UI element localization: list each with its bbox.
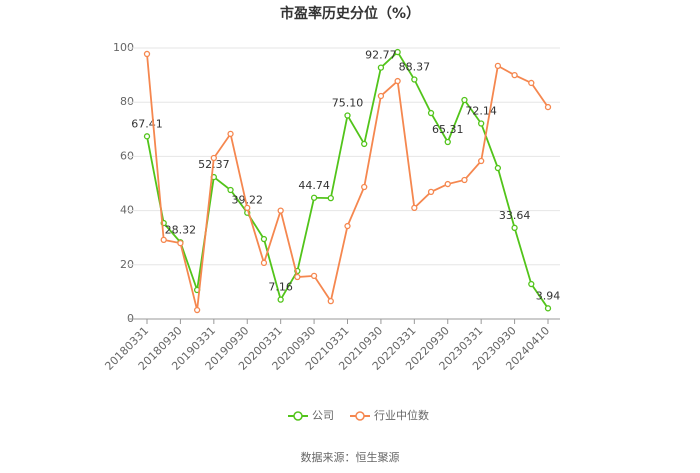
data-point <box>494 164 502 172</box>
data-point <box>193 306 201 314</box>
data-point <box>143 133 151 140</box>
data-point <box>327 194 334 202</box>
data-label: 44.74 <box>298 179 330 192</box>
y-tick-label: 80 <box>120 95 134 108</box>
source-note: 数据来源：恒生聚源 <box>301 450 400 464</box>
data-point <box>494 62 502 70</box>
data-label: 65.31 <box>432 123 464 136</box>
data-point <box>461 176 468 184</box>
data-point <box>361 140 368 148</box>
data-point <box>143 50 151 58</box>
data-label: 92.77 <box>365 49 397 62</box>
data-point <box>260 235 268 243</box>
series-line <box>146 53 549 311</box>
data-point <box>377 92 385 100</box>
data-point <box>377 64 385 71</box>
data-label: 7.16 <box>268 281 293 294</box>
legend-item: 公司 <box>288 409 334 422</box>
data-point <box>294 273 301 281</box>
legend-marker <box>355 411 365 421</box>
data-point <box>210 154 217 162</box>
data-point <box>227 186 234 194</box>
data-point <box>177 239 184 247</box>
data-point <box>244 204 251 212</box>
data-point <box>528 280 535 288</box>
legend-marker <box>293 411 303 421</box>
y-tick-label: 20 <box>120 258 134 271</box>
data-point <box>427 188 435 196</box>
data-label: 39.22 <box>232 194 264 207</box>
data-point <box>444 138 451 146</box>
data-point <box>310 194 318 201</box>
data-point <box>344 222 351 230</box>
data-label: 72.14 <box>465 105 497 118</box>
y-tick-label: 60 <box>120 149 134 162</box>
data-point <box>327 297 334 305</box>
data-point <box>361 183 368 191</box>
data-point <box>227 130 234 138</box>
data-point <box>260 259 268 267</box>
data-point <box>511 224 518 231</box>
legend-label: 行业中位数 <box>374 408 429 422</box>
legend-item: 行业中位数 <box>350 408 429 422</box>
data-label: 75.10 <box>332 96 364 109</box>
data-label: 28.32 <box>165 223 197 236</box>
data-point <box>478 120 485 127</box>
series-line <box>146 50 549 309</box>
data-point <box>444 180 451 188</box>
data-point <box>277 207 284 214</box>
data-point <box>310 272 318 280</box>
data-point <box>411 204 418 212</box>
y-tick-label: 40 <box>120 204 134 217</box>
data-label: 88.37 <box>399 61 431 74</box>
data-point <box>344 112 351 119</box>
data-point <box>160 236 167 244</box>
data-label: 33.64 <box>499 209 531 222</box>
chart-title: 市盈率历史分位（%） <box>280 5 420 22</box>
data-point <box>394 48 401 56</box>
data-point <box>394 77 401 85</box>
data-label: 3.94 <box>536 289 561 302</box>
data-point <box>478 157 485 165</box>
data-point <box>461 96 468 104</box>
data-point <box>427 109 435 117</box>
data-point <box>511 71 518 79</box>
y-tick-label: 100 <box>113 41 134 54</box>
data-point <box>544 305 552 312</box>
data-point <box>528 79 535 87</box>
data-label: 67.41 <box>131 117 163 130</box>
data-point <box>544 103 552 111</box>
data-point <box>411 76 418 83</box>
legend-label: 公司 <box>312 409 334 422</box>
data-point <box>277 296 284 303</box>
